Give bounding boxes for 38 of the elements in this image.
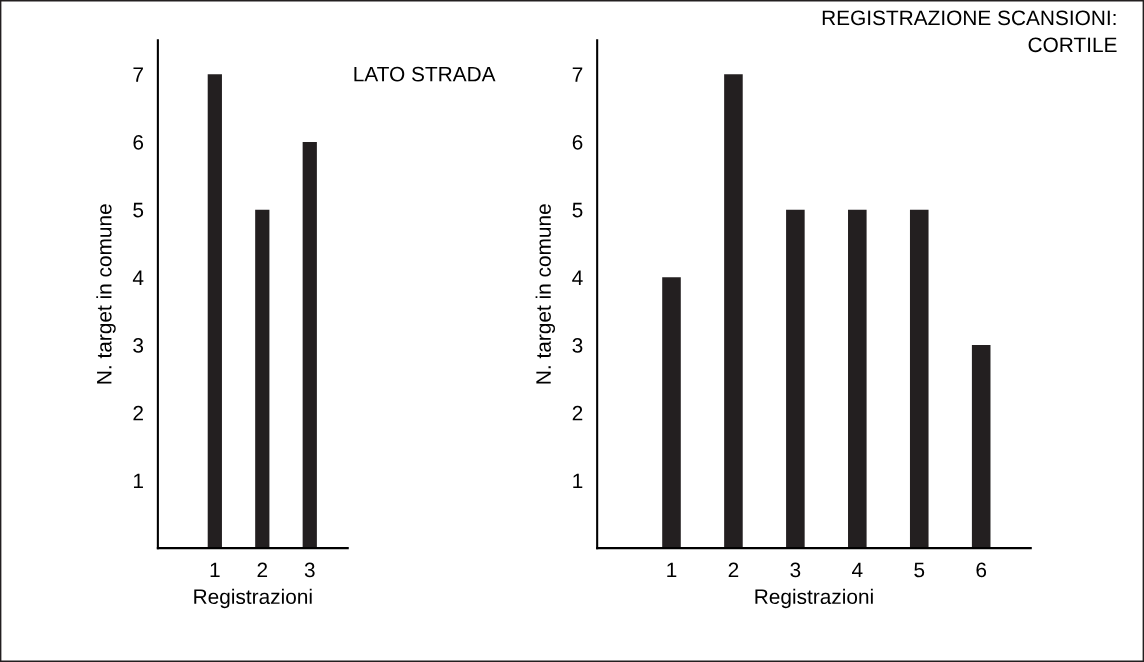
x-axis-title: Registrazioni [755, 588, 873, 609]
y-tick-label: 6 [572, 134, 583, 150]
y-axis-title: N. target in comune [535, 204, 556, 384]
x-tick-label: 2 [257, 562, 268, 578]
y-tick-label: 2 [572, 405, 583, 421]
x-tick-label: 2 [728, 562, 739, 578]
bar [724, 74, 743, 549]
y-axis-title: N. target in comune [96, 204, 116, 384]
y-tick-label: 5 [572, 202, 583, 218]
text: LATO STRADA [354, 66, 496, 82]
x-tick-label: 4 [852, 562, 863, 578]
x-tick-label: 5 [914, 562, 925, 578]
bar [302, 141, 317, 549]
bar [909, 209, 929, 549]
bar [662, 277, 681, 549]
y-tick-label: 6 [133, 134, 144, 150]
bar [848, 209, 867, 549]
x-tick-label: 1 [210, 562, 220, 578]
y-tick-label: 5 [133, 202, 144, 218]
bar [255, 209, 270, 549]
x-axis-title: Registrazioni [194, 588, 312, 609]
y-tick-label: 2 [133, 405, 143, 421]
bar [786, 209, 805, 549]
bar [971, 345, 991, 549]
x-tick-label: 3 [790, 562, 801, 578]
y-tick-label: 4 [572, 270, 583, 285]
bar [207, 74, 222, 549]
x-tick-label: 1 [667, 562, 677, 578]
y-tick-label: 1 [573, 473, 583, 488]
chart-title: REGISTRAZIONE SCANSIONI: CORTILE [822, 10, 1117, 53]
x-tick-label: 3 [304, 562, 315, 578]
y-tick-label: 3 [133, 338, 144, 353]
y-tick-label: 3 [572, 338, 583, 353]
y-tick-label: 4 [132, 270, 144, 285]
y-tick-label: 7 [133, 67, 143, 82]
y-tick-label: 1 [133, 473, 143, 488]
x-tick-label: 6 [976, 562, 987, 578]
y-tick-label: 7 [572, 67, 583, 82]
